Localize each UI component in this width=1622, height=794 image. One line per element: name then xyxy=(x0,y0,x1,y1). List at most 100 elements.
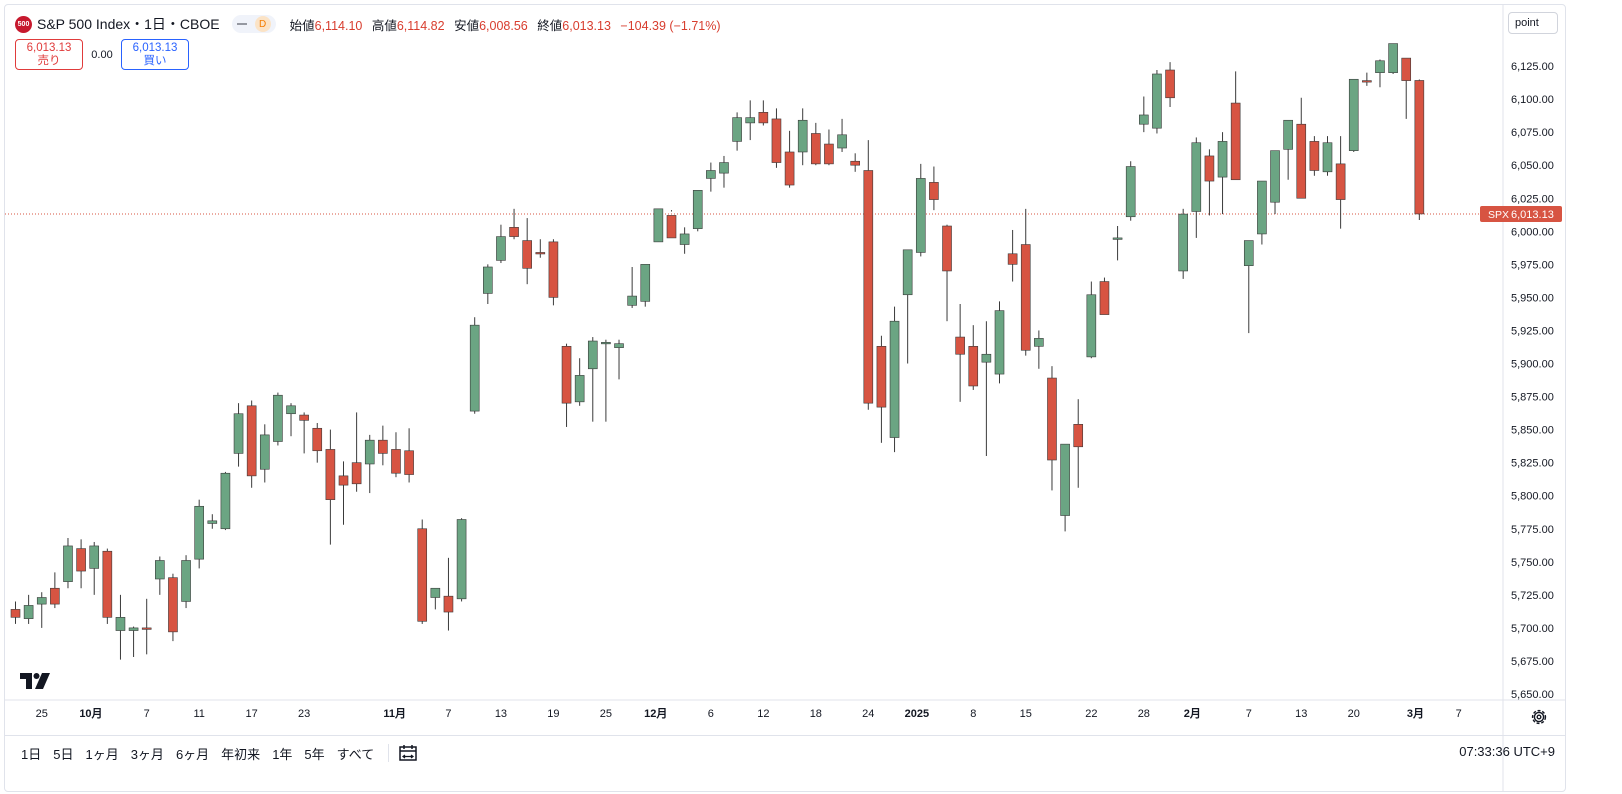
calendar-range-icon[interactable] xyxy=(397,743,419,763)
price-tick-label: 5,725.00 xyxy=(1511,590,1554,602)
price-tick-label: 5,650.00 xyxy=(1511,689,1554,701)
gear-icon[interactable] xyxy=(1528,706,1550,728)
time-tick-label: 6 xyxy=(708,708,714,720)
candle-up xyxy=(1191,142,1202,212)
symbol-logo-icon[interactable]: 500 xyxy=(15,15,32,33)
candle-down xyxy=(404,450,414,475)
symbol-title[interactable]: S&P 500 Index・1日・CBOE xyxy=(37,16,220,32)
candle-down xyxy=(1230,102,1241,181)
candle-up xyxy=(364,439,375,465)
candle-down xyxy=(102,550,113,618)
range-5y[interactable]: 5年 xyxy=(304,746,325,762)
candle-up xyxy=(1283,119,1293,150)
candle-down xyxy=(522,240,532,269)
hide-line-icon[interactable] xyxy=(236,23,247,25)
price-chart[interactable]: 5,650.00 5,675.00 5,700.00 5,725.00 5,750.00… xyxy=(5,5,1565,791)
time-tick-label: 23 xyxy=(298,708,310,720)
candle-up xyxy=(706,170,716,179)
tradingview-logo-icon[interactable] xyxy=(20,673,50,689)
candle-down xyxy=(299,414,309,421)
candle-down xyxy=(168,577,178,633)
candle-up xyxy=(207,520,218,524)
candle-up xyxy=(1178,213,1188,272)
candle-down xyxy=(850,160,860,166)
sell-button[interactable]: 6,013.13 売り xyxy=(15,39,83,70)
price-tick-label: 6,125.00 xyxy=(1511,61,1554,73)
range-1m[interactable]: 1ヶ月 xyxy=(85,746,119,762)
timezone-clock[interactable]: 07:33:36 UTC+9 xyxy=(1459,744,1555,759)
candle-down xyxy=(1165,69,1175,99)
candle-up xyxy=(233,413,244,454)
trade-panel: 6,013.13 売り 0.00 6,013.13 買い xyxy=(15,39,189,70)
candle-up xyxy=(63,545,73,582)
time-tick-label: 17 xyxy=(246,708,258,720)
candle-up xyxy=(745,117,756,124)
range-3m[interactable]: 3ヶ月 xyxy=(130,746,164,762)
range-ytd[interactable]: 年初来 xyxy=(221,746,261,762)
candle-down xyxy=(443,595,454,613)
candle-up xyxy=(1375,60,1385,73)
symbol-legend: 500 S&P 500 Index・1日・CBOE D 始値6,114.10 高… xyxy=(15,13,727,35)
candle-down xyxy=(1099,281,1110,315)
candle-up xyxy=(601,342,611,345)
candle-up xyxy=(719,162,729,174)
candle-up xyxy=(469,324,480,412)
time-tick-label: 24 xyxy=(862,708,874,720)
candle-up xyxy=(732,117,742,142)
candle-down xyxy=(1296,123,1307,199)
candle-down xyxy=(929,182,939,200)
close-label: 終値 xyxy=(537,18,563,33)
buy-label: 買い xyxy=(143,54,167,67)
visibility-pill[interactable]: D xyxy=(231,15,276,33)
price-tick-label: 5,925.00 xyxy=(1511,325,1554,337)
time-tick-label: 7 xyxy=(1246,708,1252,720)
candle-down xyxy=(1414,80,1425,215)
price-scale-mode-button[interactable]: point xyxy=(1508,12,1558,34)
time-tick-label: 2月 xyxy=(1184,707,1201,720)
candle-up xyxy=(89,545,100,569)
candle-down xyxy=(50,587,60,605)
range-5d[interactable]: 5日 xyxy=(53,746,74,762)
price-tick-label: 6,000.00 xyxy=(1511,226,1554,238)
interval-badge[interactable]: D xyxy=(254,16,271,32)
price-tick-label: 5,750.00 xyxy=(1511,557,1554,569)
time-tick-label: 11 xyxy=(193,708,204,720)
candle-up xyxy=(181,560,191,602)
candle-down xyxy=(968,346,979,387)
candle-up xyxy=(1034,338,1044,347)
candle-down xyxy=(325,449,336,500)
low-label: 安値 xyxy=(454,18,480,33)
candle-up xyxy=(653,208,664,243)
candle-up xyxy=(915,178,926,253)
candle-down xyxy=(863,170,874,404)
candle-down xyxy=(561,346,572,404)
time-tick-label: 15 xyxy=(1020,708,1032,720)
candle-up xyxy=(496,236,506,261)
candle-down xyxy=(784,151,795,186)
candle-down xyxy=(76,548,86,572)
time-tick-label: 25 xyxy=(600,708,612,720)
range-1d[interactable]: 1日 xyxy=(21,746,42,762)
high-label: 高値 xyxy=(371,18,397,33)
candle-down xyxy=(942,225,952,272)
candle-up xyxy=(1060,443,1070,516)
ohlc-values: 始値6,114.10 高値6,114.82 安値6,008.56 終値6,013… xyxy=(290,15,727,34)
candle-down xyxy=(141,627,152,630)
range-1y[interactable]: 1年 xyxy=(272,746,293,762)
low-value: 6,008.56 xyxy=(479,18,528,33)
time-tick-label: 28 xyxy=(1138,708,1150,720)
candle-up xyxy=(889,320,900,438)
time-tick-label: 22 xyxy=(1085,708,1097,720)
candle-down xyxy=(312,427,323,452)
price-tick-label: 5,875.00 xyxy=(1511,392,1554,404)
candle-down xyxy=(338,475,349,486)
range-all[interactable]: すべて xyxy=(336,746,375,762)
candle-up xyxy=(1388,43,1398,73)
buy-button[interactable]: 6,013.13 買い xyxy=(121,39,189,70)
range-6m[interactable]: 6ヶ月 xyxy=(175,746,210,762)
candle-up xyxy=(1152,73,1162,129)
candle-down xyxy=(509,227,519,237)
time-tick-label: 13 xyxy=(495,708,507,720)
time-tick-label: 12 xyxy=(757,708,769,720)
candle-up xyxy=(837,134,847,149)
